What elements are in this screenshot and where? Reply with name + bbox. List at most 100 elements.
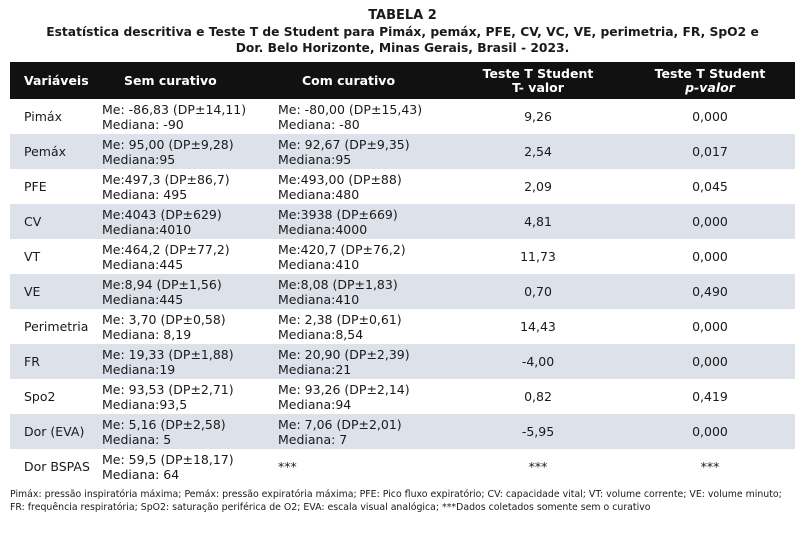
cell-t-value-line1: 0,70 — [524, 284, 552, 299]
cell-variable: VE — [10, 274, 98, 309]
cell-com-curativo-line1: Me:3938 (DP±669) — [278, 206, 398, 222]
cell-p-value: 0,000 — [625, 309, 795, 344]
cell-sem-curativo-line1: Me:4043 (DP±629) — [102, 206, 222, 222]
cell-com-curativo-line1: Me: 2,38 (DP±0,61) — [278, 311, 402, 327]
cell-t-value: *** — [451, 449, 625, 484]
cell-com-curativo: Me: 2,38 (DP±0,61) Mediana:8,54 — [274, 309, 451, 344]
cell-sem-curativo: Me:497,3 (DP±86,7) Mediana: 495 — [98, 169, 274, 204]
cell-p-value: 0,000 — [625, 204, 795, 239]
header-sem-curativo: Sem curativo — [98, 62, 274, 99]
cell-variable: Dor BSPAS — [10, 449, 98, 484]
cell-variable-line1: Pimáx — [24, 109, 62, 124]
cell-com-curativo-line1: Me:493,00 (DP±88) — [278, 171, 402, 187]
table-header: Variáveis Sem curativo Com curativo Test… — [10, 62, 795, 99]
cell-t-value-line1: 14,43 — [520, 319, 556, 334]
cell-variable-line1: Dor (EVA) — [24, 424, 85, 439]
cell-t-value-line1: 2,09 — [524, 179, 552, 194]
cell-t-value: 0,70 — [451, 274, 625, 309]
cell-p-value-line1: *** — [700, 459, 720, 474]
table-title-block: TABELA 2 Estatística descritiva e Teste … — [0, 0, 805, 56]
cell-t-value: -5,95 — [451, 414, 625, 449]
cell-p-value-line1: 0,419 — [692, 389, 728, 404]
cell-t-value-line1: -4,00 — [521, 354, 555, 369]
cell-variable-line1: Dor BSPAS — [24, 459, 90, 474]
cell-com-curativo: Me: -80,00 (DP±15,43) Mediana: -80 — [274, 99, 451, 134]
cell-p-value-line1: 0,490 — [692, 284, 728, 299]
cell-sem-curativo: Me: 93,53 (DP±2,71) Mediana:93,5 — [98, 379, 274, 414]
cell-p-value: 0,045 — [625, 169, 795, 204]
cell-p-value: 0,419 — [625, 379, 795, 414]
table-row: FR Me: 19,33 (DP±1,88) Mediana:19 Me: 20,90… — [10, 344, 795, 379]
cell-variable: PFE — [10, 169, 98, 204]
table-label: TABELA 2 — [368, 8, 437, 23]
cell-t-value: 14,43 — [451, 309, 625, 344]
header-t-line2: T- valor — [512, 79, 564, 95]
cell-p-value: 0,000 — [625, 414, 795, 449]
cell-sem-curativo-line2: Mediana: 5 — [102, 431, 172, 447]
cell-t-value-line1: 11,73 — [520, 249, 556, 264]
cell-t-value-line1: 0,82 — [524, 389, 552, 404]
cell-sem-curativo-line2: Mediana: 64 — [102, 466, 180, 482]
table-row: Perimetria Me: 3,70 (DP±0,58) Mediana: 8,1… — [10, 309, 795, 344]
cell-com-curativo: Me: 20,90 (DP±2,39) Mediana:21 — [274, 344, 451, 379]
cell-sem-curativo: Me:4043 (DP±629) Mediana:4010 — [98, 204, 274, 239]
cell-com-curativo-line2: Mediana:94 — [278, 396, 352, 412]
table-row: Dor BSPAS Me: 59,5 (DP±18,17) Mediana: 64 *… — [10, 449, 795, 484]
cell-p-value-line1: 0,000 — [692, 354, 728, 369]
cell-sem-curativo-line1: Me: 19,33 (DP±1,88) — [102, 346, 234, 362]
cell-variable-line1: VT — [24, 249, 41, 264]
cell-t-value: 0,82 — [451, 379, 625, 414]
cell-t-value: -4,00 — [451, 344, 625, 379]
cell-t-value: 11,73 — [451, 239, 625, 274]
table-row: Pimáx Me: -86,83 (DP±14,11) Mediana: -90 Me… — [10, 99, 795, 134]
cell-com-curativo: Me:420,7 (DP±76,2) Mediana:410 — [274, 239, 451, 274]
cell-variable-line1: Spo2 — [24, 389, 56, 404]
cell-p-value-line1: 0,000 — [692, 249, 728, 264]
cell-com-curativo-line2: Mediana:8,54 — [278, 326, 364, 342]
cell-com-curativo-line2: Mediana:95 — [278, 151, 352, 167]
cell-sem-curativo-line1: Me: 3,70 (DP±0,58) — [102, 311, 226, 327]
cell-sem-curativo-line1: Me:8,94 (DP±1,56) — [102, 276, 222, 292]
header-p-value: Teste T Student p-valor — [625, 62, 795, 99]
cell-sem-curativo: Me:8,94 (DP±1,56) Mediana:445 — [98, 274, 274, 309]
cell-variable-line1: Perimetria — [24, 319, 89, 334]
cell-variable: FR — [10, 344, 98, 379]
cell-p-value-line1: 0,000 — [692, 214, 728, 229]
cell-p-value-line1: 0,000 — [692, 424, 728, 439]
cell-com-curativo: Me:3938 (DP±669) Mediana:4000 — [274, 204, 451, 239]
table-row: CV Me:4043 (DP±629) Mediana:4010 Me:3938 (D… — [10, 204, 795, 239]
cell-sem-curativo-line2: Mediana: -90 — [102, 116, 184, 132]
cell-com-curativo: Me:8,08 (DP±1,83) Mediana:410 — [274, 274, 451, 309]
cell-p-value: 0,000 — [625, 239, 795, 274]
header-variables: Variáveis — [10, 62, 98, 99]
table-row: VE Me:8,94 (DP±1,56) Mediana:445 Me:8,08 (D… — [10, 274, 795, 309]
cell-sem-curativo: Me: 59,5 (DP±18,17) Mediana: 64 — [98, 449, 274, 484]
cell-com-curativo: Me: 92,67 (DP±9,35) Mediana:95 — [274, 134, 451, 169]
cell-p-value-line1: 0,017 — [692, 144, 728, 159]
cell-variable-line1: VE — [24, 284, 41, 299]
table-caption: Estatística descritiva e Teste T de Stud… — [46, 25, 759, 55]
cell-variable: Pimáx — [10, 99, 98, 134]
table-row: PFE Me:497,3 (DP±86,7) Mediana: 495 Me:493,… — [10, 169, 795, 204]
cell-t-value: 4,81 — [451, 204, 625, 239]
cell-com-curativo-line1: Me: 93,26 (DP±2,14) — [278, 381, 410, 397]
header-t-line1: Teste T Student — [482, 65, 594, 81]
cell-com-curativo-line1: *** — [278, 459, 297, 474]
cell-sem-curativo: Me:464,2 (DP±77,2) Mediana:445 — [98, 239, 274, 274]
cell-com-curativo: Me: 93,26 (DP±2,14) Mediana:94 — [274, 379, 451, 414]
cell-p-value-line1: 0,000 — [692, 319, 728, 334]
cell-t-value: 9,26 — [451, 99, 625, 134]
cell-sem-curativo-line2: Mediana:4010 — [102, 221, 192, 237]
cell-t-value-line1: 9,26 — [524, 109, 552, 124]
cell-com-curativo-line2: Mediana: -80 — [278, 116, 360, 132]
table-row: VT Me:464,2 (DP±77,2) Mediana:445 Me:420,7 … — [10, 239, 795, 274]
cell-com-curativo-line1: Me:8,08 (DP±1,83) — [278, 276, 398, 292]
cell-t-value-line1: *** — [528, 459, 548, 474]
cell-variable-line1: Pemáx — [24, 144, 67, 159]
cell-variable: Pemáx — [10, 134, 98, 169]
cell-sem-curativo: Me: 3,70 (DP±0,58) Mediana: 8,19 — [98, 309, 274, 344]
cell-p-value: 0,000 — [625, 99, 795, 134]
cell-com-curativo: *** — [274, 449, 451, 484]
header-p-line1: Teste T Student — [654, 65, 766, 81]
cell-sem-curativo: Me: 5,16 (DP±2,58) Mediana: 5 — [98, 414, 274, 449]
